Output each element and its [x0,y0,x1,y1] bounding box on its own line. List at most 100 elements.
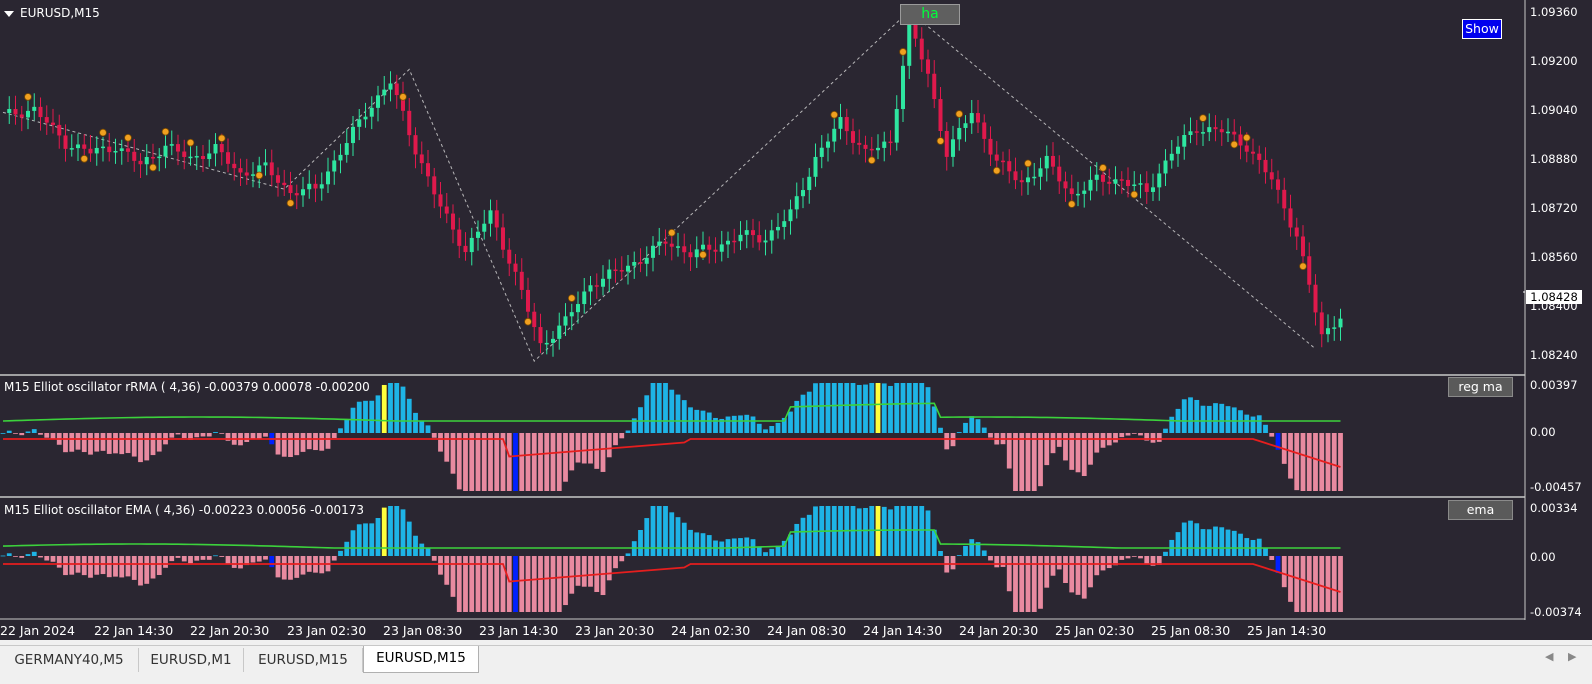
time-label: 23 Jan 02:30 [287,623,367,638]
candle-body [701,244,705,250]
candle-body [432,176,437,195]
oscillator-bar [675,517,681,556]
candle-body [1269,172,1274,180]
oscillator-bar [988,433,993,438]
time-label: 24 Jan 02:30 [671,623,751,638]
oscillator-bar [463,433,468,491]
oscillator-bar [125,556,131,577]
oscillator-bar [413,535,418,556]
reg-ma-button[interactable]: reg ma [1448,377,1513,397]
time-label: 24 Jan 20:30 [959,623,1039,638]
tab-germany40-m5[interactable]: GERMANY40,M5 [0,648,139,672]
oscillator-bar [288,433,293,457]
oscillator-bar [938,551,943,556]
chart-canvas[interactable] [0,0,1592,640]
oscillator-bar [456,556,462,612]
candle-body [538,327,543,344]
oscillator-bar [1188,397,1193,433]
candle-body [1019,180,1024,183]
oscillator-bar [1269,556,1275,560]
oscillator-bar [200,433,206,437]
oscillator-bar [1150,556,1156,566]
candle-body [419,154,424,164]
candle-body [444,206,449,214]
oscillator-bar [150,433,156,456]
zigzag-line [2,10,1316,362]
oscillator-bar [250,433,256,440]
oscillator-bar [994,556,1000,568]
oscillator-bar [400,386,406,433]
oscillator-bar [644,518,650,556]
candle-body [951,139,955,157]
tab-eurusd-m15-active[interactable]: EURUSD,M15 [363,646,479,673]
oscillator-bar [363,523,368,556]
oscillator-bar [50,433,56,439]
oscillator-bar [225,556,231,565]
candle-body [601,278,605,287]
oscillator-bar [850,383,856,433]
candle-body [594,285,599,287]
oscillator-bar [688,407,693,433]
oscillator-bar [688,529,693,556]
candle-body [413,135,418,155]
oscillator-bar [806,391,812,433]
oscillator-bar [244,556,250,566]
candle-body [876,147,880,151]
scroll-right-icon[interactable]: ▶ [1568,650,1577,663]
swing-marker-icon [955,110,964,118]
tab-eurusd-m15[interactable]: EURUSD,M15 [244,648,363,672]
oscillator-bar [1069,433,1075,470]
oscillator-bar [650,506,656,556]
tab-eurusd-m1[interactable]: EURUSD,M1 [139,648,244,672]
candle-body [907,19,912,66]
ha-button[interactable]: ha [900,4,960,25]
oscillator-bar [975,542,981,556]
oscillator-bar [488,433,493,491]
oscillator-bar [1094,433,1100,453]
candle-body [713,249,718,252]
oscillator-bar [356,401,362,433]
ema-button[interactable]: ema [1448,500,1513,520]
show-button[interactable]: Show [1462,19,1502,39]
oscillator-bar [69,556,75,575]
symbol-title[interactable]: EURUSD,M15 [4,6,100,20]
candle-body [132,151,137,161]
scroll-left-icon[interactable]: ◀ [1545,650,1554,663]
swing-marker-icon [399,93,407,101]
chart-area[interactable]: EURUSD,M15 ha Show 1.09360 1.09200 1.090… [0,0,1592,640]
swing-marker-icon [1024,159,1032,168]
oscillator-bar [1150,433,1156,443]
candle-body [1101,174,1105,182]
candle-body [563,316,568,326]
oscillator-bar [1113,433,1118,443]
candle-body [1013,171,1018,181]
candle-body [1182,135,1187,147]
candle-body [632,261,637,266]
signal-line-green [2,402,1341,422]
oscillator-bar [1156,556,1162,565]
oscillator-bar [1306,433,1312,491]
oscillator-bar [638,407,643,433]
oscillator-bar [681,522,687,556]
candle-body [863,144,868,149]
oscillator-bar [1119,433,1125,438]
oscillator-bar [1169,416,1175,433]
oscillator-bar [1244,414,1250,433]
candle-body [513,263,518,272]
oscillator-bar [0,555,6,557]
oscillator-bar [856,384,862,433]
candle-body [844,117,849,132]
candle-body [969,113,974,124]
oscillator-bar [744,414,750,433]
candle-body [688,252,693,258]
collapse-arrow-icon[interactable] [4,10,14,17]
oscillator-bar [438,433,443,452]
oscillator-bar [1006,433,1012,469]
oscillator-bar [450,556,456,597]
oscillator-bar [800,517,806,556]
oscillator-bar [81,556,87,576]
oscillator-bar [663,506,668,556]
candle-body [213,144,218,154]
candle-body [182,151,187,157]
candle-body [88,148,93,154]
